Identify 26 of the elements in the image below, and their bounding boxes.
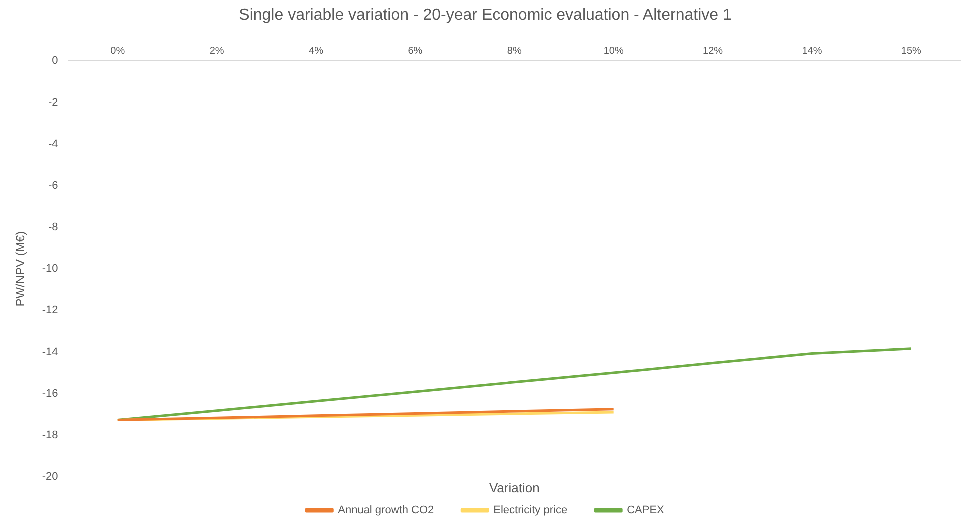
y-tick-label: -4	[48, 138, 58, 150]
x-tick-label: 2%	[210, 46, 224, 57]
x-axis-title: Variation	[489, 480, 540, 496]
x-tick-label: 15%	[901, 46, 922, 57]
y-tick-label: -10	[42, 263, 58, 276]
y-tick-label: -20	[42, 471, 58, 484]
x-tick-label: 14%	[802, 46, 822, 57]
y-tick-label: -8	[48, 222, 58, 234]
x-tick-label: 4%	[309, 46, 324, 57]
y-tick-label: -14	[42, 346, 58, 358]
chart-title: Single variable variation - 20-year Economic evaluation - Alternative 1	[239, 7, 732, 24]
x-tick-label: 8%	[507, 46, 522, 57]
legend-label: CAPEX	[627, 504, 666, 517]
y-axis-title: PW/NPV (M€)	[14, 231, 28, 307]
legend-label: Electricity price	[494, 504, 568, 517]
y-tick-label: -18	[42, 429, 58, 442]
y-tick-label: -16	[42, 388, 58, 400]
y-tick-label: -6	[48, 180, 58, 192]
legend-label: Annual growth CO2	[338, 504, 434, 517]
x-tick-label: 0%	[110, 46, 126, 57]
x-tick-label: 12%	[703, 46, 724, 57]
x-tick-label: 6%	[408, 46, 423, 57]
y-tick-label: -12	[42, 304, 58, 317]
y-tick-label: -2	[48, 96, 58, 109]
y-tick-label: 0	[52, 55, 58, 68]
x-tick-label: 10%	[604, 46, 624, 57]
